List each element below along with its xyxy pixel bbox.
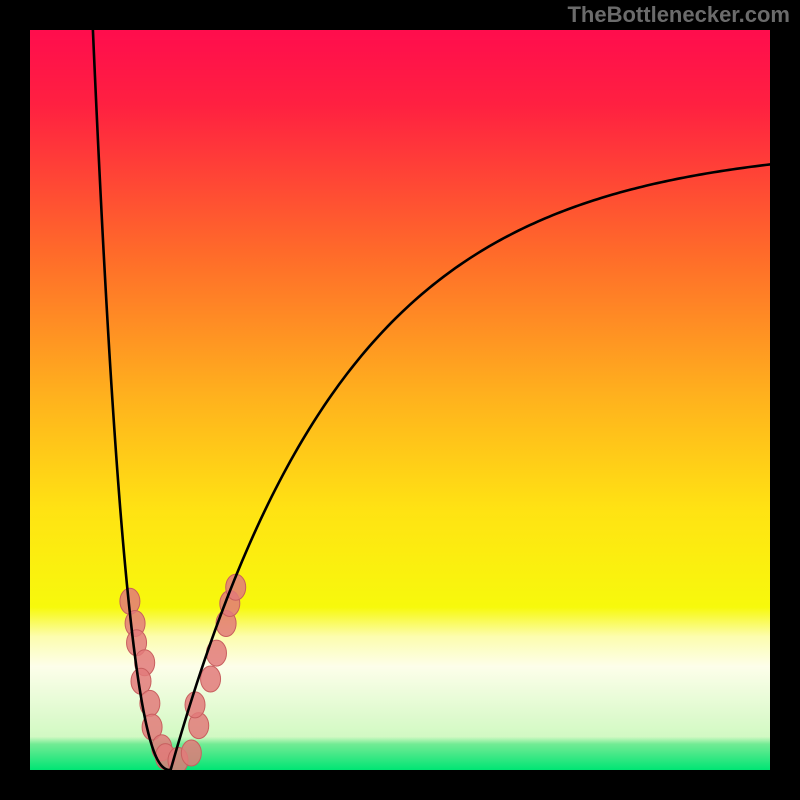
plot-area	[30, 30, 770, 770]
chart-canvas: TheBottlenecker.com	[0, 0, 800, 800]
data-marker	[201, 666, 221, 692]
chart-svg	[30, 30, 770, 770]
watermark-text: TheBottlenecker.com	[567, 2, 790, 28]
data-marker	[181, 740, 201, 766]
